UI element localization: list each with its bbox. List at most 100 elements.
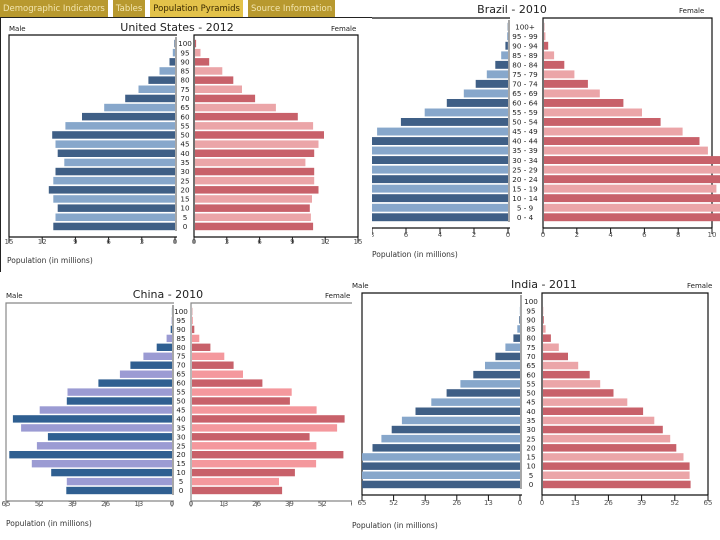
male-bar bbox=[65, 122, 175, 130]
x-tick-label: 10 bbox=[708, 231, 717, 239]
female-bar bbox=[192, 460, 317, 468]
x-tick-label: 26 bbox=[252, 500, 261, 508]
female-bar bbox=[544, 165, 720, 174]
female-bar bbox=[192, 379, 263, 387]
female-bar bbox=[544, 175, 720, 184]
age-label: 35 bbox=[526, 416, 535, 425]
female-bar bbox=[192, 343, 211, 351]
age-label: 60 - 64 bbox=[512, 99, 538, 108]
x-tick-label: 26 bbox=[101, 500, 110, 508]
male-bar bbox=[424, 108, 508, 117]
x-tick-label: 12 bbox=[321, 238, 330, 246]
male-bar bbox=[174, 39, 175, 48]
x-tick-label: 0 bbox=[192, 238, 196, 246]
male-bar bbox=[431, 398, 520, 406]
age-label: 65 - 69 bbox=[512, 89, 538, 98]
age-label: 55 bbox=[526, 379, 535, 388]
female-bar bbox=[543, 325, 546, 333]
female-bar bbox=[544, 51, 555, 60]
x-tick-label: 52 bbox=[670, 499, 679, 507]
age-label: 30 bbox=[180, 167, 190, 176]
female-bar bbox=[544, 60, 565, 69]
x-tick-label: 15 bbox=[354, 238, 363, 246]
male-bar bbox=[446, 389, 520, 397]
age-label: 30 bbox=[526, 425, 536, 434]
male-bar bbox=[485, 361, 520, 370]
male-bar bbox=[495, 60, 509, 69]
male-bar bbox=[55, 213, 175, 221]
female-bar bbox=[195, 204, 310, 212]
age-label: 75 - 79 bbox=[512, 70, 538, 79]
male-bar bbox=[172, 48, 175, 57]
tab-population-pyramids[interactable]: Population Pyramids bbox=[150, 0, 243, 17]
male-plot-frame bbox=[8, 34, 177, 237]
chart-title: China - 2010 bbox=[133, 288, 203, 301]
female-bar bbox=[192, 415, 345, 423]
male-bar bbox=[48, 186, 175, 194]
female-bar bbox=[544, 89, 600, 98]
x-tick-label: 6 bbox=[106, 238, 111, 246]
age-label: 55 bbox=[180, 121, 189, 130]
x-axis-title: Population (in millions) bbox=[6, 519, 92, 528]
female-plot-frame bbox=[541, 292, 709, 495]
age-label: 10 bbox=[180, 204, 190, 213]
age-label: 80 bbox=[526, 334, 536, 343]
chart-title: United States - 2012 bbox=[120, 21, 233, 34]
female-bar bbox=[195, 94, 256, 103]
male-bar bbox=[372, 156, 508, 164]
age-label: 100 bbox=[524, 297, 538, 306]
male-bar bbox=[64, 158, 175, 167]
age-label: 40 - 44 bbox=[512, 137, 538, 146]
x-tick-label: 39 bbox=[637, 499, 646, 507]
tab-source-information[interactable]: Source Information bbox=[247, 0, 336, 17]
male-bar bbox=[372, 444, 520, 452]
female-bar bbox=[544, 70, 575, 79]
female-bar bbox=[195, 140, 319, 148]
male-bar bbox=[475, 79, 508, 88]
pyramid-china: China - 2010 Male Female 100 95 90 85 80 75 70 65 6… bbox=[0, 285, 365, 540]
tab-demographic-indicators[interactable]: Demographic Indicators bbox=[0, 0, 108, 17]
female-bar bbox=[543, 471, 690, 479]
age-label: 100 bbox=[178, 39, 192, 48]
age-label: 55 bbox=[176, 388, 185, 397]
x-tick-label: 3 bbox=[225, 238, 229, 246]
female-bar bbox=[543, 352, 568, 361]
age-label: 60 bbox=[526, 370, 536, 379]
x-tick-label: 2 bbox=[575, 231, 579, 239]
age-label: 50 - 54 bbox=[512, 118, 538, 127]
x-tick-label: 13 bbox=[484, 499, 493, 507]
age-label: 85 - 89 bbox=[512, 51, 538, 60]
age-label: 85 bbox=[176, 334, 185, 343]
female-bar bbox=[543, 380, 601, 388]
male-bar bbox=[401, 416, 520, 425]
male-plot-frame bbox=[5, 302, 174, 501]
male-label: Male bbox=[352, 282, 369, 290]
female-bar bbox=[192, 334, 200, 343]
male-bar bbox=[66, 486, 172, 495]
x-tick-label: 65 bbox=[704, 499, 713, 507]
female-bar bbox=[544, 146, 708, 155]
age-label: 90 bbox=[526, 315, 536, 324]
female-bar bbox=[195, 67, 223, 75]
female-label: Female bbox=[331, 25, 356, 33]
male-bar bbox=[159, 67, 175, 75]
x-tick-label: 0 bbox=[518, 499, 522, 507]
x-tick-label: 6 bbox=[642, 231, 647, 239]
x-tick-label: 39 bbox=[421, 499, 430, 507]
female-bar bbox=[195, 103, 276, 112]
male-bar bbox=[47, 433, 172, 441]
male-bar bbox=[82, 112, 175, 121]
male-bar bbox=[400, 118, 508, 126]
female-bar bbox=[192, 406, 317, 414]
tab-tables[interactable]: Tables bbox=[112, 0, 146, 17]
age-label: 50 bbox=[526, 389, 536, 398]
female-bar bbox=[544, 118, 661, 126]
age-label: 25 bbox=[176, 441, 185, 450]
male-bar bbox=[372, 146, 508, 155]
age-label: 15 bbox=[180, 195, 189, 204]
pyramid-india: India - 2011 Male Female 100 95 90 85 80 75 70 65 6… bbox=[352, 275, 720, 540]
female-bar bbox=[543, 416, 655, 425]
x-tick-label: 0 bbox=[540, 499, 544, 507]
female-bar bbox=[192, 352, 225, 360]
